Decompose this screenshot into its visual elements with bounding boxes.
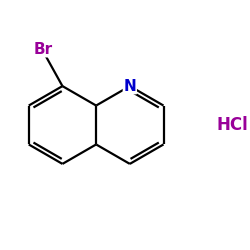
Text: N: N bbox=[124, 78, 136, 94]
Text: HCl: HCl bbox=[216, 116, 248, 134]
Text: Br: Br bbox=[33, 42, 52, 57]
